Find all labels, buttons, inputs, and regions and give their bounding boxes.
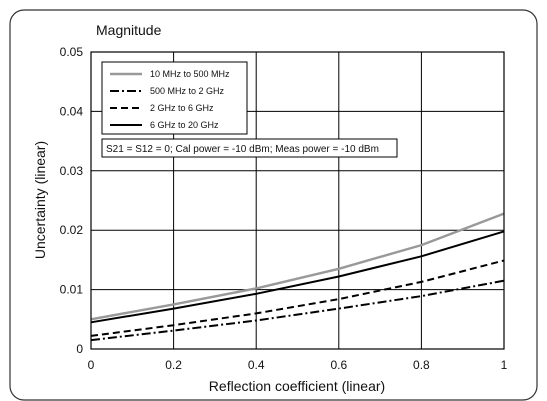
chart-frame: [9, 9, 538, 401]
chart-grid: [91, 52, 504, 349]
legend-label: 6 GHz to 20 GHz: [150, 120, 219, 130]
y-tick-label: 0.03: [60, 164, 84, 178]
y-tick-label: 0: [76, 342, 83, 356]
y-tick-label: 0.02: [60, 223, 84, 237]
y-axis-label: Uncertainty (linear): [32, 141, 48, 259]
x-axis-label: Reflection coefficient (linear): [209, 378, 385, 394]
y-tick-label: 0.01: [60, 283, 84, 297]
x-tick-label: 0.2: [165, 358, 182, 372]
y-tick-label: 0.05: [60, 45, 84, 59]
series-lines: [90, 212, 505, 342]
series-line-2-ghz-to-6-ghz: [90, 259, 505, 337]
annotation-text: S21 = S12 = 0; Cal power = -10 dBm; Meas…: [106, 144, 379, 155]
y-tick-label: 0.04: [60, 104, 84, 118]
conditions-annotation: S21 = S12 = 0; Cal power = -10 dBm; Meas…: [101, 138, 398, 158]
series-line-500-mhz-to-2-ghz: [90, 279, 505, 342]
chart-title: Magnitude: [96, 22, 162, 38]
plot-area-border: [90, 51, 505, 350]
x-tick-label: 0.4: [248, 358, 265, 372]
annotation-box: [101, 138, 398, 158]
legend-label: 500 MHz to 2 GHz: [150, 86, 225, 96]
chart-legend: 10 MHz to 500 MHz 500 MHz to 2 GHz 2 GHz t…: [101, 61, 248, 135]
x-tick-label: 0.6: [330, 358, 347, 372]
axis-ticks: 0 0.2 0.4 0.6 0.8 1 0 0.01 0.02 0.03 0.04 0.05: [60, 45, 508, 372]
x-tick-label: 1: [501, 358, 508, 372]
x-tick-label: 0.8: [413, 358, 430, 372]
legend-label: 2 GHz to 6 GHz: [150, 103, 214, 113]
series-line-10-mhz-to-500-mhz: [90, 212, 505, 321]
legend-label: 10 MHz to 500 MHz: [150, 69, 230, 79]
x-tick-label: 0: [88, 358, 95, 372]
series-line-6-ghz-to-20-ghz: [90, 230, 505, 324]
